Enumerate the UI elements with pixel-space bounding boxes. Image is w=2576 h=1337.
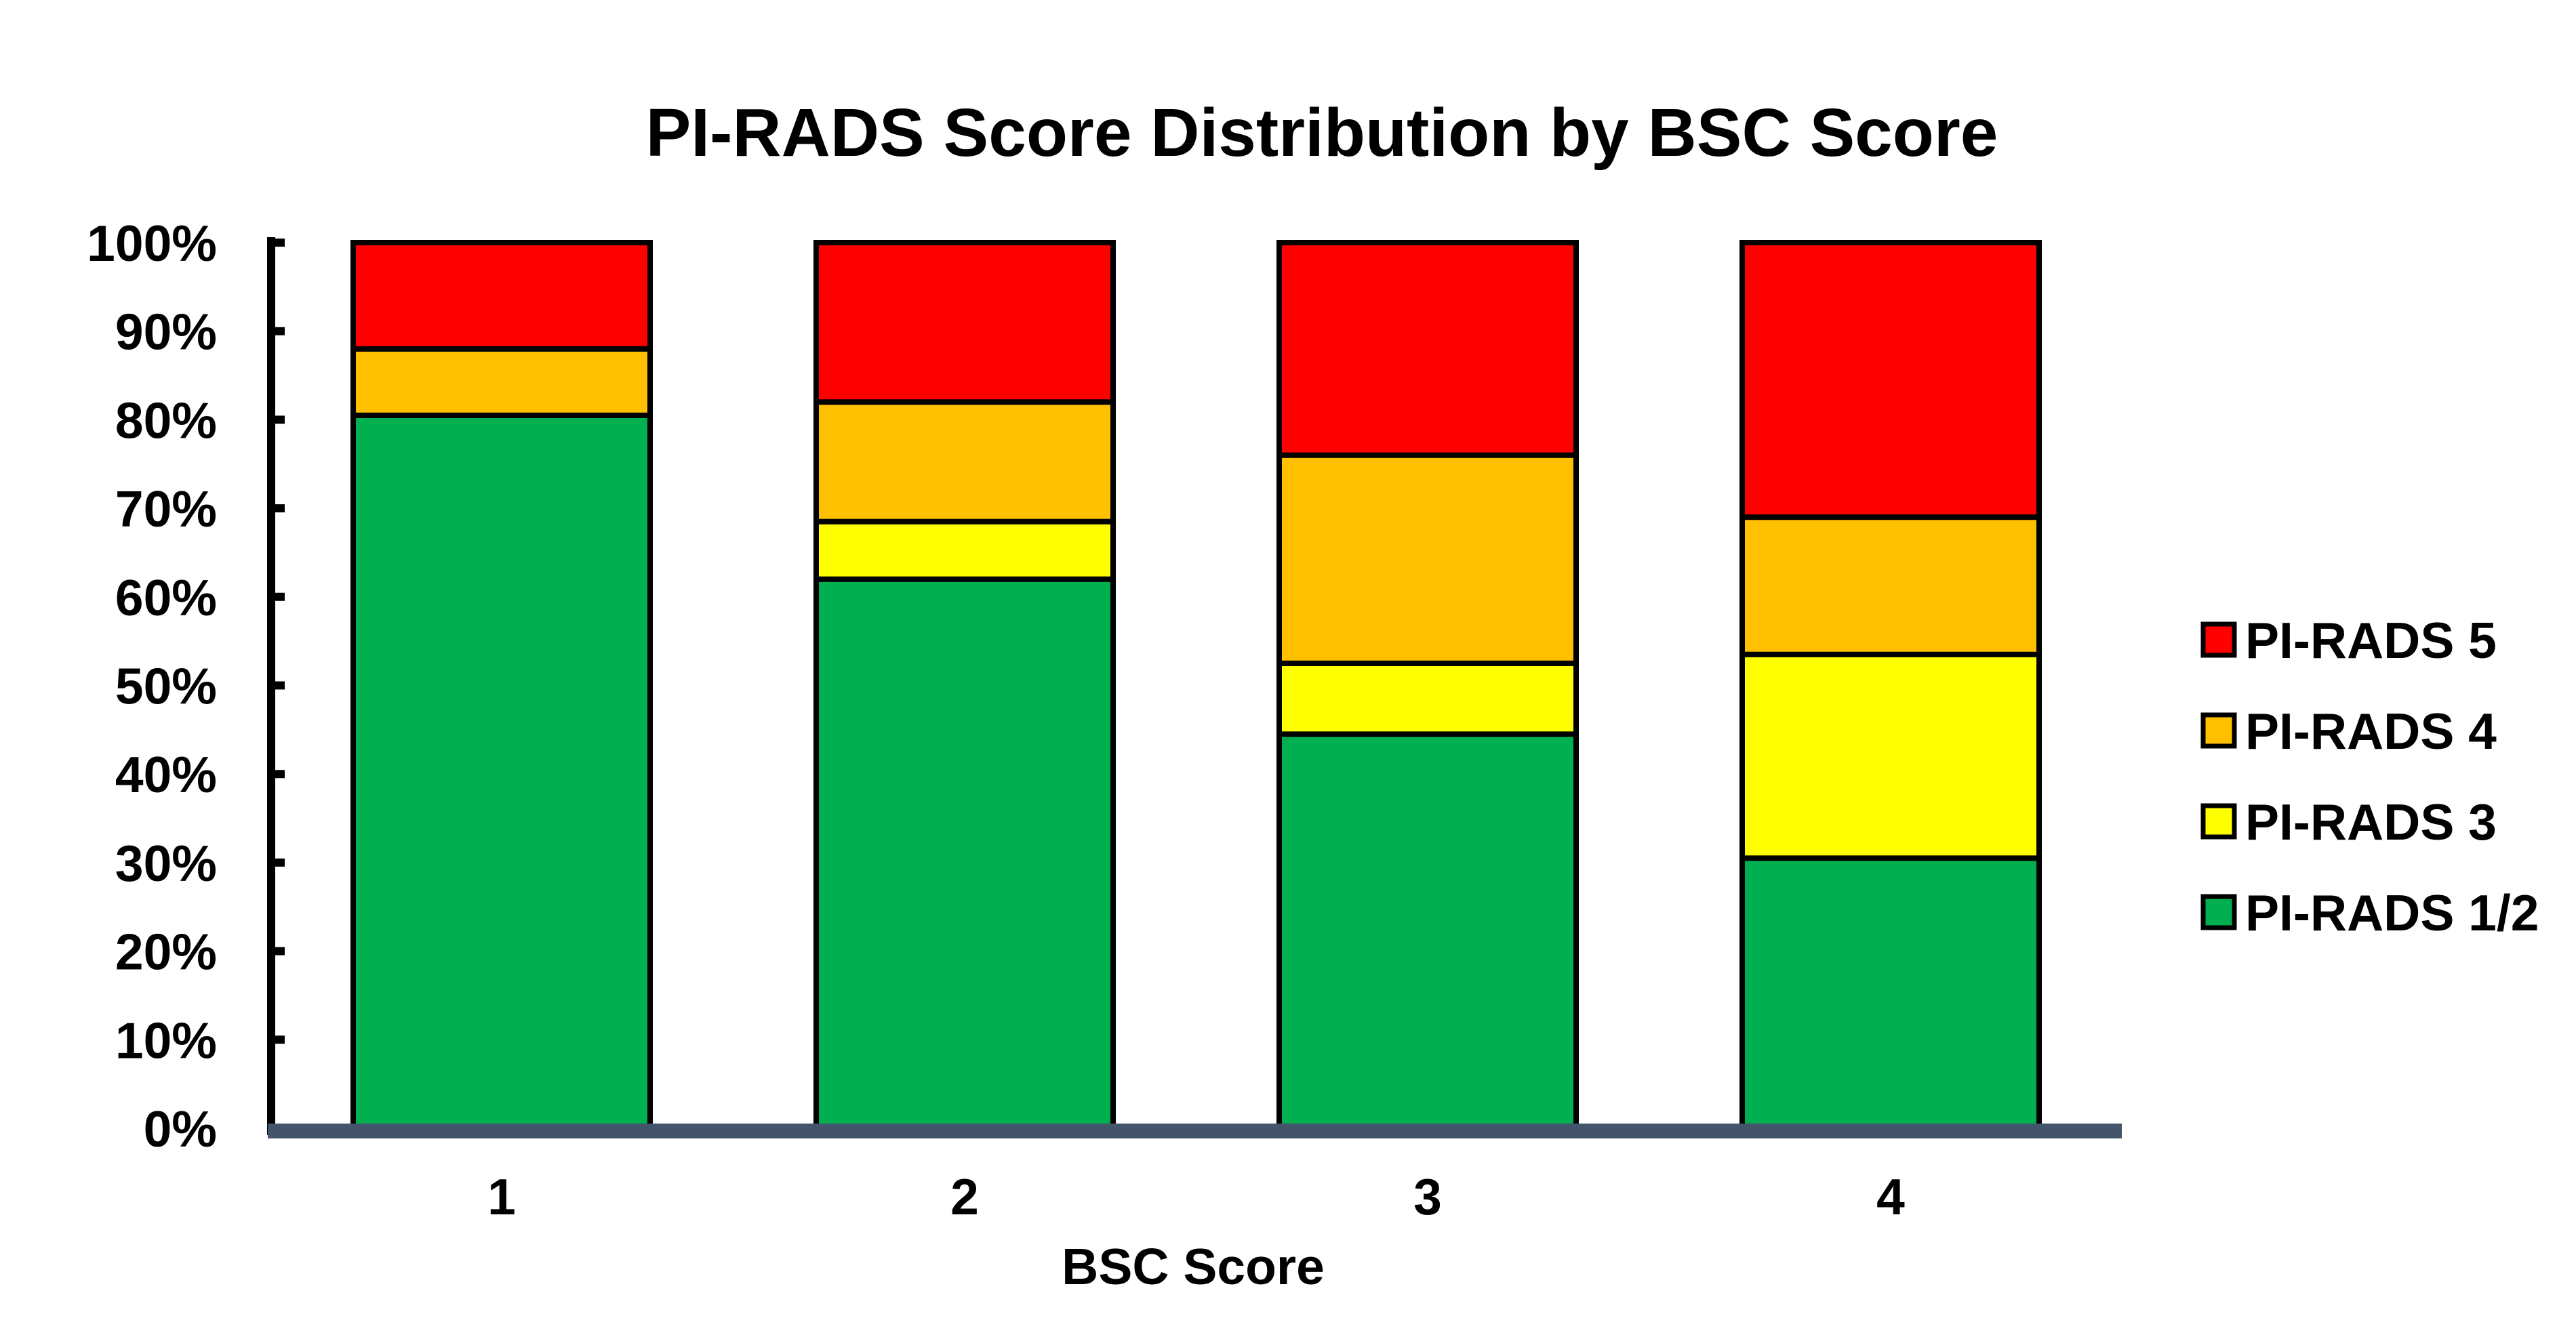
x-tick-label: 2 <box>950 1168 979 1225</box>
y-axis: 0% 10% 20% 30% 40% 50% 60% 70% 80% 90% 100% <box>87 215 285 1157</box>
y-tick-label: 70% <box>115 480 217 537</box>
bar-segment <box>350 240 653 352</box>
y-tick-label: 20% <box>115 924 217 981</box>
bar-segment <box>813 399 1116 524</box>
bar-segment <box>1276 731 1579 1131</box>
legend-label: PI-RADS 5 <box>2245 612 2497 669</box>
bar-segment <box>1276 452 1579 666</box>
y-tick-label: 50% <box>115 658 217 715</box>
bar-segment <box>813 240 1116 405</box>
chart-title: PI-RADS Score Distribution by BSC Score <box>646 95 1998 171</box>
bar-segment <box>1739 240 2042 520</box>
bar-segment <box>1276 660 1579 737</box>
y-tick-label: 40% <box>115 746 217 803</box>
legend-label: PI-RADS 3 <box>2245 794 2497 850</box>
legend-swatch <box>2200 621 2237 658</box>
bars <box>350 240 2042 1131</box>
y-tick-label: 80% <box>115 392 217 449</box>
bar-segment <box>350 412 653 1131</box>
bar-segment <box>1276 240 1579 458</box>
y-tick-label: 90% <box>115 304 217 361</box>
y-tick-label: 100% <box>87 215 217 272</box>
x-tick-label: 4 <box>1876 1168 1905 1225</box>
bar-segment <box>350 346 653 418</box>
y-tick-label: 30% <box>115 835 217 892</box>
bar-segment <box>1739 855 2042 1131</box>
legend-label: PI-RADS 1/2 <box>2245 884 2539 941</box>
bar-segment <box>1739 651 2042 861</box>
y-tick-label: 60% <box>115 569 217 626</box>
bar-segment <box>813 518 1116 582</box>
legend: PI-RADS 5 PI-RADS 4 PI-RADS 3 PI-RADS 1/2 <box>2200 612 2539 941</box>
bar-segment <box>813 576 1116 1131</box>
bar-segment <box>1739 514 2042 657</box>
legend-label: PI-RADS 4 <box>2245 703 2497 760</box>
y-tick-label: 0% <box>144 1101 217 1157</box>
legend-swatch <box>2200 803 2237 840</box>
legend-swatch <box>2200 894 2237 930</box>
x-tick-label: 1 <box>487 1168 516 1225</box>
x-tick-label: 3 <box>1413 1168 1442 1225</box>
y-tick-label: 10% <box>115 1012 217 1069</box>
x-axis: 1 2 3 4 <box>268 1124 2122 1225</box>
x-axis-title: BSC Score <box>1062 1238 1325 1295</box>
legend-swatch <box>2200 712 2237 749</box>
